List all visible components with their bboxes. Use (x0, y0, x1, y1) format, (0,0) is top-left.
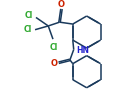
Text: Cl: Cl (25, 11, 33, 20)
Text: Cl: Cl (24, 25, 32, 34)
Text: HN: HN (76, 46, 90, 55)
Text: O: O (58, 0, 65, 9)
Text: Cl: Cl (50, 43, 58, 52)
Text: O: O (50, 59, 57, 68)
